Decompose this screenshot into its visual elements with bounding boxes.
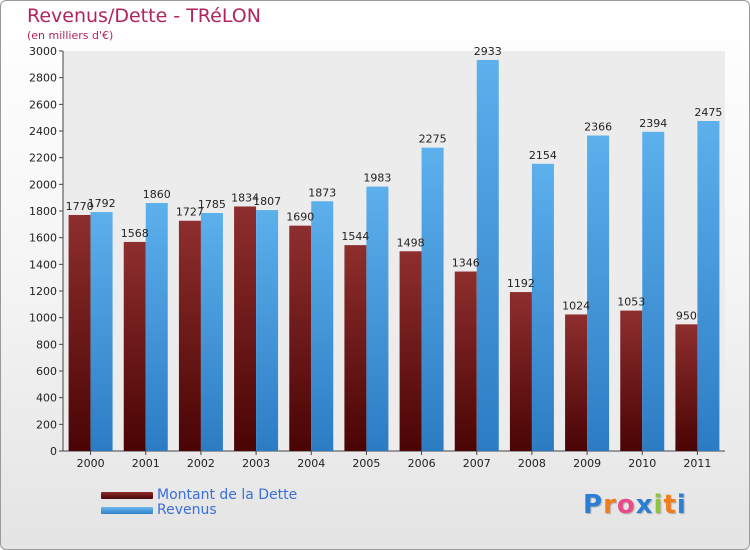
data-label-revenue: 1792: [88, 197, 116, 210]
bar-debt: [620, 310, 643, 451]
bar-debt: [68, 215, 91, 451]
data-label-revenue: 1785: [198, 198, 226, 211]
data-label-debt: 1770: [66, 200, 94, 213]
y-tick-label: 800: [36, 338, 57, 351]
data-label-debt: 1498: [397, 236, 425, 249]
data-label-revenue: 2933: [474, 45, 502, 58]
x-tick-label: 2006: [408, 457, 436, 470]
y-tick-label: 2400: [29, 125, 57, 138]
bar-debt: [454, 271, 477, 451]
y-tick-label: 1800: [29, 205, 57, 218]
y-tick-label: 400: [36, 392, 57, 405]
data-label-debt: 1053: [617, 296, 645, 309]
bar-debt: [178, 220, 201, 451]
chart-title: Revenus/Dette - TRéLON: [27, 5, 261, 27]
logo-letter: i: [653, 490, 664, 520]
y-tick-label: 0: [50, 445, 57, 458]
logo-letter: P: [583, 490, 604, 520]
logo-letter: x: [635, 490, 654, 520]
bar-debt: [289, 225, 312, 451]
logo-letter: o: [616, 490, 636, 520]
data-label-debt: 1834: [231, 191, 259, 204]
data-label-revenue: 1807: [253, 195, 281, 208]
x-tick-label: 2008: [518, 457, 546, 470]
bar-revenue: [366, 186, 389, 451]
logo-letter: t: [663, 490, 677, 520]
data-label-debt: 1192: [507, 277, 535, 290]
x-tick-label: 2011: [683, 457, 711, 470]
y-tick-label: 2200: [29, 152, 57, 165]
data-label-debt: 1544: [341, 230, 369, 243]
x-tick-label: 2005: [352, 457, 380, 470]
data-label-revenue: 2275: [419, 133, 447, 146]
bar-revenue: [642, 131, 665, 452]
bar-revenue: [145, 203, 168, 451]
x-tick-label: 2004: [297, 457, 325, 470]
proxiti-logo: Proxiti: [583, 490, 687, 520]
bar-revenue: [697, 121, 720, 451]
plot-area: [63, 51, 725, 451]
bar-revenue: [311, 201, 334, 451]
data-label-debt: 1024: [562, 299, 590, 312]
data-label-revenue: 2394: [639, 117, 667, 130]
bar-debt: [565, 314, 588, 451]
data-label-revenue: 2475: [694, 106, 722, 119]
data-label-revenue: 1983: [363, 172, 391, 185]
data-label-debt: 1346: [452, 257, 480, 270]
legend-label-revenue: Revenus: [157, 502, 217, 518]
y-tick-label: 2600: [29, 98, 57, 111]
bar-revenue: [90, 212, 113, 451]
y-axis: 0 200 400 600 800 1000 1200 1400 1600 1800 2000 220…: [29, 45, 64, 458]
bar-revenue: [200, 213, 223, 451]
data-label-revenue: 2154: [529, 149, 557, 162]
y-tick-label: 3000: [29, 45, 57, 58]
y-tick-label: 1200: [29, 285, 57, 298]
x-tick-label: 2003: [242, 457, 270, 470]
bar-debt: [344, 245, 367, 451]
bar-revenue: [476, 59, 499, 451]
data-label-debt: 950: [676, 309, 697, 322]
x-tick-label: 2007: [463, 457, 491, 470]
logo-letter: r: [603, 490, 617, 520]
x-axis: 2000 2001 2002 2003 2004 2005 2006 2007 2008 2009…: [63, 450, 725, 470]
bars: [68, 59, 720, 452]
y-tick-label: 1000: [29, 312, 57, 325]
y-tick-label: 2800: [29, 72, 57, 85]
bar-revenue: [587, 135, 610, 452]
bar-revenue: [421, 147, 444, 451]
y-tick-label: 1400: [29, 258, 57, 271]
bar-debt: [234, 206, 257, 451]
bar-debt: [399, 251, 422, 451]
bar-revenue: [256, 210, 279, 451]
bar-debt: [509, 292, 532, 451]
bar-debt: [123, 241, 146, 451]
data-label-revenue: 1860: [143, 188, 171, 201]
y-tick-label: 2000: [29, 178, 57, 191]
y-tick-label: 1600: [29, 232, 57, 245]
x-tick-label: 2009: [573, 457, 601, 470]
chart-subtitle: (en milliers d'€): [27, 29, 114, 42]
data-label-debt: 1568: [121, 227, 149, 240]
legend-swatch-revenue: [101, 507, 153, 514]
x-tick-label: 2002: [187, 457, 215, 470]
logo-letter: i: [676, 490, 687, 520]
x-tick-label: 2000: [77, 457, 105, 470]
legend-swatch-debt: [101, 492, 153, 499]
y-tick-label: 600: [36, 365, 57, 378]
plot-background: [63, 51, 725, 451]
data-label-revenue: 2366: [584, 121, 612, 134]
data-label-debt: 1727: [176, 206, 204, 219]
bar-revenue: [531, 163, 554, 452]
x-tick-label: 2001: [132, 457, 160, 470]
x-tick-label: 2010: [628, 457, 656, 470]
legend-label-debt: Montant de la Dette: [157, 487, 298, 503]
data-label-revenue: 1873: [308, 186, 336, 199]
bar-debt: [675, 324, 698, 451]
data-label-debt: 1690: [286, 211, 314, 224]
y-tick-label: 200: [36, 418, 57, 431]
